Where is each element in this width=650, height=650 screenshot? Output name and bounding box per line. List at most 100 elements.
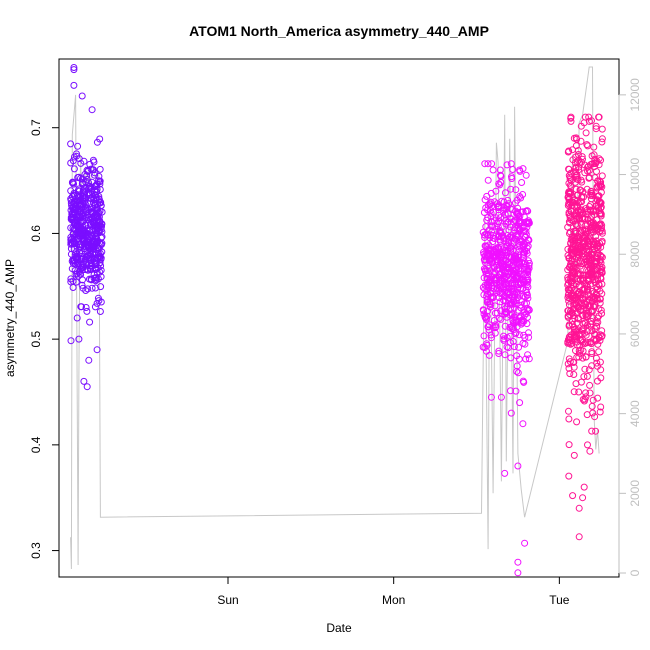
data-point [500, 335, 508, 343]
data-point [577, 378, 585, 386]
data-point [93, 346, 101, 354]
data-point [496, 283, 504, 291]
y2-tick-label: 0 [628, 569, 642, 576]
data-point [594, 242, 602, 250]
data-point [564, 360, 572, 368]
data-point [67, 224, 75, 232]
data-point [582, 331, 590, 339]
data-point [493, 285, 501, 292]
data-point [577, 307, 584, 315]
data-point [583, 141, 591, 149]
data-point [588, 250, 596, 258]
data-point [484, 214, 492, 222]
data-point [69, 209, 76, 216]
data-point [576, 276, 584, 284]
data-point [584, 302, 592, 310]
data-point [70, 81, 78, 89]
data-point [75, 335, 83, 343]
y-axis-label: asymmetry_440_AMP [3, 259, 17, 377]
data-point [575, 303, 583, 311]
data-point [589, 396, 597, 404]
data-point [590, 289, 598, 297]
data-point [585, 174, 593, 182]
data-point [582, 129, 590, 137]
data-point [503, 313, 511, 321]
data-point [523, 299, 530, 307]
data-point [89, 156, 97, 164]
data-point [591, 279, 599, 287]
data-point [598, 138, 606, 146]
data-point [94, 210, 102, 218]
data-point [507, 387, 514, 395]
data-point [579, 243, 587, 251]
data-point [498, 197, 506, 205]
data-point [598, 237, 606, 245]
data-point [514, 233, 522, 241]
data-point [587, 190, 595, 197]
data-point [497, 172, 505, 180]
data-point [587, 187, 595, 195]
y-axis-right: 0 2000 4000 6000 8000 10000 12000 [618, 78, 642, 576]
y2-tick-label: 4000 [628, 400, 642, 427]
data-point [72, 249, 80, 257]
data-point [81, 188, 89, 195]
data-point [523, 291, 531, 299]
data-point [594, 394, 602, 402]
data-point [522, 310, 530, 318]
data-point [68, 265, 76, 273]
data-point [72, 231, 80, 238]
data-point [67, 214, 75, 222]
data-point [568, 339, 576, 347]
data-point [487, 393, 495, 401]
data-point [96, 308, 104, 315]
data-point [515, 343, 523, 351]
data-point [82, 185, 90, 193]
data-point [592, 427, 600, 435]
data-point [582, 393, 590, 401]
data-point [508, 311, 516, 319]
data-point [497, 315, 505, 323]
data-point [79, 218, 87, 226]
data-point [74, 205, 82, 213]
data-point [73, 252, 81, 260]
plot-frame [58, 58, 620, 578]
data-point [595, 182, 603, 190]
data-point [85, 356, 93, 364]
data-point [69, 284, 77, 291]
data-point [496, 298, 504, 306]
data-point [71, 234, 78, 242]
data-point [525, 264, 533, 272]
data-point [492, 253, 500, 260]
data-point [94, 225, 102, 233]
data-point [566, 370, 574, 378]
data-point [567, 260, 574, 268]
data-point [596, 295, 604, 303]
data-point [522, 355, 530, 363]
data-point [525, 329, 532, 337]
data-point [75, 262, 83, 269]
data-point [501, 351, 509, 359]
data-point [481, 242, 489, 250]
data-point [488, 160, 496, 168]
data-point [596, 220, 604, 228]
data-point [565, 297, 573, 305]
data-point [77, 303, 85, 311]
data-point [525, 355, 533, 363]
data-point [86, 318, 94, 326]
data-point [579, 226, 587, 234]
data-point [493, 309, 501, 317]
data-point [517, 194, 525, 202]
data-point [513, 231, 521, 239]
data-point [524, 276, 532, 284]
data-point [97, 262, 105, 270]
data-point [583, 411, 591, 419]
data-point [597, 374, 605, 382]
y-tick-label: 0.7 [29, 119, 43, 136]
data-point [77, 159, 85, 167]
data-point [594, 196, 602, 204]
data-point [514, 569, 522, 577]
data-point [97, 273, 105, 281]
data-point [574, 202, 582, 210]
data-point [70, 64, 78, 71]
data-point [514, 462, 522, 470]
